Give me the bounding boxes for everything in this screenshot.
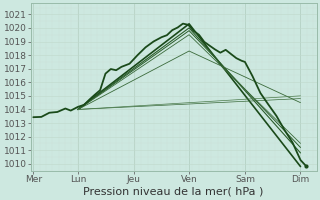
X-axis label: Pression niveau de la mer( hPa ): Pression niveau de la mer( hPa ) (84, 187, 264, 197)
